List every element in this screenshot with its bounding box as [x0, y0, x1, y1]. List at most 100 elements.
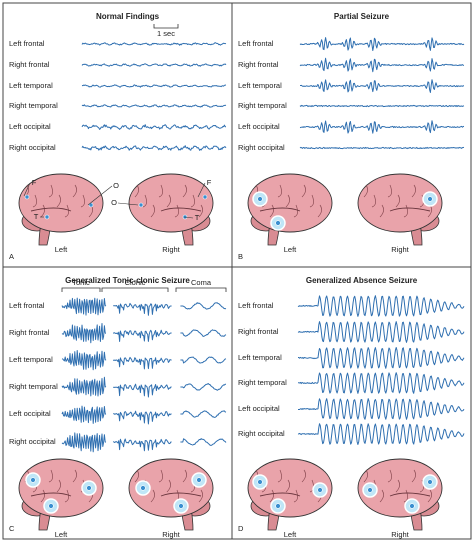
electrode [427, 196, 433, 202]
brain-label: Left [284, 245, 297, 254]
eeg-trace [61, 432, 227, 453]
eeg-trace [298, 398, 465, 420]
gyrus [48, 184, 53, 198]
gyrus [363, 469, 368, 483]
channel-label: Left occipital [9, 409, 51, 418]
electrode-label: O [111, 198, 117, 207]
gyrus [150, 489, 155, 503]
brain-label: Left [284, 530, 297, 539]
label-leader [117, 202, 139, 206]
electrode-label: F [207, 178, 212, 187]
channel-label: Right occipital [9, 143, 56, 152]
channel-label: Right temporal [9, 101, 58, 110]
cerebrum [128, 173, 214, 233]
gyrus [411, 469, 416, 483]
gyrus [56, 194, 61, 208]
sulcus [259, 492, 301, 497]
channel-label: Left occipital [238, 404, 280, 413]
scale-label: 1 sec [157, 29, 175, 38]
electrode [257, 196, 263, 202]
cerebrum [357, 458, 443, 518]
eeg-trace [61, 350, 227, 371]
eeg-trace [81, 42, 227, 46]
sulcus [160, 207, 202, 212]
gyrus [411, 184, 416, 198]
brain-label: Right [162, 245, 180, 254]
phase-bracket [101, 287, 169, 292]
channel-label: Right temporal [238, 378, 287, 387]
channel-label: Left frontal [9, 301, 45, 310]
cerebrum [247, 173, 333, 233]
gyrus [379, 204, 384, 218]
channel-label: Left occipital [9, 122, 51, 131]
brain-label: Left [55, 245, 68, 254]
panel-letter: D [238, 524, 244, 533]
phase-label: Tonic [72, 278, 90, 287]
gyrus [363, 184, 368, 198]
channel-label: Left temporal [9, 355, 53, 364]
channel-label: Left temporal [238, 81, 282, 90]
brain-label: Right [391, 530, 409, 539]
brain [357, 458, 443, 531]
channel-label: Right occipital [238, 429, 285, 438]
panel-title: Generalized Tonic-clonic Seizure [65, 276, 190, 285]
gyrus [277, 469, 282, 483]
electrode [257, 479, 263, 485]
channel-label: Left occipital [238, 122, 280, 131]
electrode [24, 194, 30, 200]
eeg-trace [299, 120, 465, 134]
gyrus [371, 194, 376, 208]
gyrus [134, 469, 139, 483]
electrode [140, 485, 146, 491]
panel-letter: B [238, 252, 243, 261]
brain [128, 173, 214, 246]
gyrus [32, 194, 37, 208]
eeg-trace [81, 84, 227, 88]
brain [357, 173, 443, 246]
electrode [86, 485, 92, 491]
label-leader [23, 182, 31, 197]
label-leader [183, 216, 194, 219]
eeg-trace [299, 57, 465, 73]
gyrus [64, 489, 69, 503]
gyrus [166, 479, 171, 493]
sulcus [389, 492, 431, 497]
gyrus [134, 184, 139, 198]
channel-label: Right occipital [9, 437, 56, 446]
panel-title: Partial Seizure [334, 12, 390, 21]
gyrus [72, 469, 77, 483]
gyrus [285, 479, 290, 493]
eeg-trace [61, 405, 227, 425]
eeg-trace [299, 104, 465, 108]
gyrus [395, 194, 400, 208]
eeg-trace [81, 104, 227, 108]
electrode-label: O [113, 181, 119, 190]
gyrus [150, 204, 155, 218]
gyrus [269, 489, 274, 503]
gyrus [395, 479, 400, 493]
gyrus [198, 204, 203, 218]
channel-label: Left frontal [238, 301, 274, 310]
gyrus [317, 204, 322, 218]
eeg-trace [299, 37, 465, 51]
cerebrum [128, 458, 214, 518]
gyrus [403, 204, 408, 218]
electrode [367, 487, 373, 493]
sulcus [259, 207, 301, 212]
gyrus [309, 194, 314, 208]
gyrus [301, 184, 306, 198]
brain-label: Right [162, 530, 180, 539]
label-leader [87, 185, 113, 206]
eeg-trace [297, 423, 465, 445]
electrode [48, 503, 54, 509]
electrode [202, 194, 208, 200]
brain [18, 173, 104, 246]
gyrus [190, 194, 195, 208]
eeg-trace [298, 372, 465, 394]
gyrus [277, 184, 282, 198]
panel-letter: A [9, 252, 14, 261]
channel-label: Left temporal [9, 81, 53, 90]
phase-bracket [175, 287, 227, 292]
brain [247, 458, 333, 531]
